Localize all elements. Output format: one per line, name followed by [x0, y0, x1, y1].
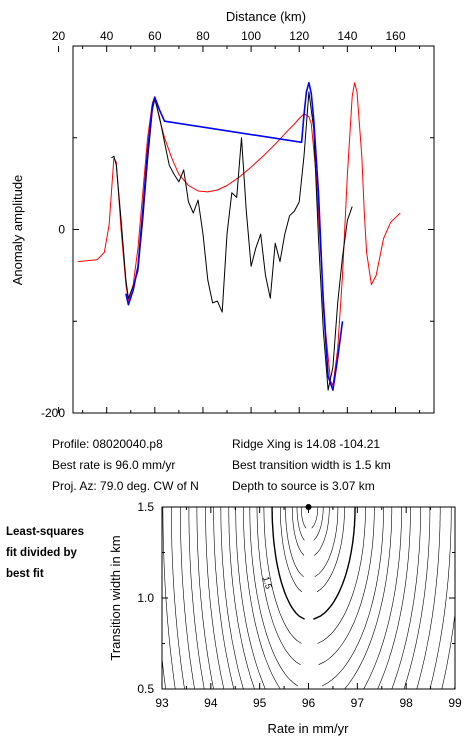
- contour-line: [271, 507, 305, 620]
- bottom-xtick-label: 97: [351, 696, 365, 710]
- bottom-xtick-label: 96: [302, 696, 316, 710]
- bottom-xtick-label: 98: [399, 696, 413, 710]
- bottom-xlabel: Rate in mm/yr: [268, 721, 350, 736]
- contour-line: [314, 507, 339, 578]
- contour-line: [180, 507, 195, 689]
- top-ylabel: Anomaly amplitude: [10, 175, 25, 286]
- best-fit-marker: [305, 504, 312, 510]
- depth-text: Depth to source is 3.07 km: [232, 479, 375, 493]
- top-xlabel: Distance (km): [226, 9, 306, 24]
- series-line-2: [125, 81, 344, 391]
- contour-annotations: 1.5: [261, 504, 312, 590]
- contour-line: [243, 507, 281, 689]
- contour-line: [220, 507, 244, 689]
- contour-line: [313, 507, 324, 541]
- contour-line: [205, 507, 225, 689]
- top-xtick-label: 80: [196, 29, 210, 43]
- profile-text: Profile: 08020040.p8: [52, 437, 163, 451]
- contour-line: [316, 507, 345, 593]
- contour-line: [441, 611, 455, 689]
- top-xtick-label: 20: [52, 29, 66, 43]
- side-note: Least-squares fit divided by best fit: [6, 522, 106, 585]
- contour-line: [235, 507, 266, 689]
- contour-line: [280, 507, 303, 593]
- contour-line: [313, 507, 330, 556]
- top-ytick-label: -200: [41, 406, 65, 420]
- proj-az-text: Proj. Az: 79.0 deg. CW of N: [52, 479, 199, 493]
- contour-line: [291, 507, 305, 556]
- contour-line: [256, 507, 301, 665]
- contour-line: [416, 507, 441, 689]
- side-note-line: fit divided by: [6, 547, 77, 559]
- contour-line: [196, 507, 214, 689]
- contour-line: [429, 507, 452, 689]
- contour-line: [213, 507, 235, 689]
- bottom-xtick-label: 94: [204, 696, 218, 710]
- contour-line: [321, 507, 384, 687]
- contour-line: [171, 507, 185, 689]
- contour-line: [249, 507, 298, 687]
- contour-line: [285, 507, 304, 578]
- bottom-xtick-label: 99: [448, 696, 462, 710]
- contour-lines: [123, 507, 455, 689]
- bottom-ytick-label: 1.5: [137, 500, 154, 514]
- top-ytick-label: 0: [58, 223, 65, 237]
- contour-chart: 93 94 95 96 97 98 99 0.5 1.0 1.5 1.5 Rate in mm/y…: [108, 500, 462, 736]
- bottom-xtick-label: 95: [253, 696, 267, 710]
- top-xtick-label: 140: [337, 29, 357, 43]
- top-axis-ticks: 20 40 60 80 100 120 140 160 0 -200: [41, 29, 434, 420]
- top-xtick-label: 40: [100, 29, 114, 43]
- bottom-ytick-label: 1.0: [137, 591, 154, 605]
- series-line-0: [77, 82, 401, 386]
- contour-line: [403, 507, 431, 689]
- contour-line: [263, 507, 302, 644]
- contour-line: [454, 683, 455, 689]
- ridge-xing-text: Ridge Xing is 14.08 -104.21: [232, 437, 381, 451]
- contour-line: [296, 507, 305, 541]
- side-note-line: Least-squares: [6, 526, 84, 538]
- top-xtick-label: 100: [241, 29, 261, 43]
- top-xtick-label: 60: [148, 29, 162, 43]
- bottom-ytick-label: 0.5: [137, 682, 154, 696]
- side-note-line: best fit: [6, 568, 44, 580]
- anomaly-chart: Distance (km) Anomaly amplitude 20 40 60 80…: [10, 9, 435, 420]
- contour-line: [318, 507, 375, 665]
- contour-line: [300, 507, 307, 529]
- contour-line: [363, 507, 402, 689]
- contour-line: [344, 507, 393, 689]
- contour-line: [228, 507, 255, 689]
- contour-label: 1.5: [261, 575, 274, 590]
- contour-line: [188, 507, 205, 689]
- contour-line: [311, 507, 319, 529]
- best-rate-text: Best rate is 96.0 mm/yr: [52, 458, 176, 472]
- top-xtick-label: 160: [385, 29, 405, 43]
- contour-line: [313, 507, 356, 620]
- top-series-group: [77, 81, 401, 391]
- bottom-ylabel: Transition width in km: [108, 535, 123, 660]
- bottom-xtick-label: 93: [155, 696, 169, 710]
- contour-line: [377, 507, 411, 689]
- top-xtick-label: 120: [289, 29, 309, 43]
- top-plot-frame: [72, 45, 435, 414]
- contour-line: [317, 507, 366, 644]
- contour-line: [391, 507, 421, 689]
- best-transition-text: Best transition width is 1.5 km: [232, 458, 391, 472]
- contour-line: [123, 507, 132, 689]
